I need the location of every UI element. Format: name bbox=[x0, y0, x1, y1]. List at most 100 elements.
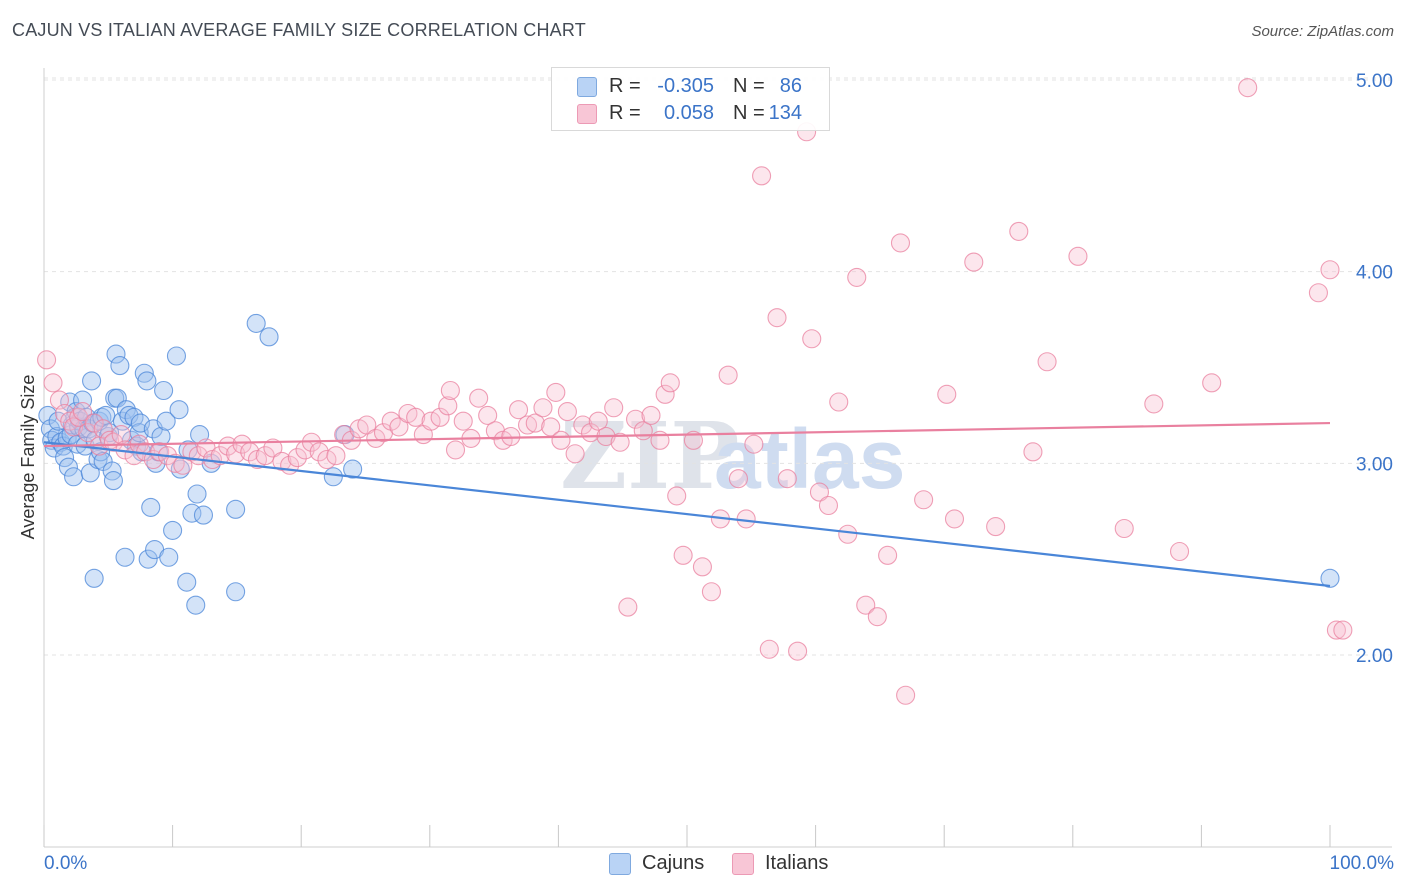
italians-point[interactable] bbox=[440, 380, 460, 401]
italians-point[interactable] bbox=[453, 411, 473, 431]
italians-point[interactable] bbox=[1144, 394, 1164, 414]
italians-point[interactable] bbox=[604, 398, 624, 418]
italians-point[interactable] bbox=[445, 440, 466, 460]
italians-point[interactable] bbox=[759, 639, 779, 659]
italians-point[interactable] bbox=[1326, 620, 1346, 640]
cajuns-point[interactable] bbox=[110, 356, 130, 376]
italians-point[interactable] bbox=[728, 469, 748, 489]
italians-point[interactable] bbox=[626, 409, 646, 429]
cajuns-point[interactable] bbox=[138, 549, 158, 569]
italians-point[interactable] bbox=[673, 545, 693, 565]
cajuns-point[interactable] bbox=[259, 327, 279, 347]
italians-point[interactable] bbox=[551, 430, 571, 450]
italians-point[interactable] bbox=[701, 582, 721, 602]
italians-point[interactable] bbox=[1023, 442, 1043, 462]
italians-point[interactable] bbox=[84, 413, 104, 433]
italians-point[interactable] bbox=[525, 413, 545, 433]
italians-point[interactable] bbox=[478, 405, 498, 425]
italians-point[interactable] bbox=[533, 398, 553, 418]
italians-point[interactable] bbox=[173, 455, 193, 475]
italians-point[interactable] bbox=[430, 407, 450, 427]
italians-point[interactable] bbox=[357, 415, 377, 435]
italians-point[interactable] bbox=[856, 595, 876, 615]
italians-point[interactable] bbox=[508, 400, 529, 420]
italians-point[interactable] bbox=[1169, 541, 1190, 562]
cajuns-point[interactable] bbox=[64, 467, 84, 487]
italians-point[interactable] bbox=[210, 446, 230, 466]
italians-point[interactable] bbox=[218, 436, 238, 456]
italians-point[interactable] bbox=[752, 166, 772, 186]
italians-point[interactable] bbox=[878, 545, 898, 565]
italians-point[interactable] bbox=[618, 597, 638, 617]
cajuns-point[interactable] bbox=[186, 595, 206, 615]
italians-point[interactable] bbox=[683, 430, 703, 450]
cajuns-point[interactable] bbox=[106, 344, 126, 364]
italians-point[interactable] bbox=[93, 419, 113, 439]
italians-point[interactable] bbox=[406, 407, 426, 427]
italians-point[interactable] bbox=[565, 444, 585, 464]
cajuns-point[interactable] bbox=[156, 411, 176, 431]
italians-point[interactable] bbox=[37, 350, 57, 370]
cajuns-point[interactable] bbox=[187, 484, 207, 504]
italians-point[interactable] bbox=[1009, 221, 1029, 241]
cajuns-point[interactable] bbox=[102, 461, 122, 481]
cajuns-point[interactable] bbox=[130, 413, 150, 433]
italians-point[interactable] bbox=[744, 434, 764, 454]
italians-point[interactable] bbox=[1238, 78, 1258, 98]
cajuns-point[interactable] bbox=[82, 371, 102, 391]
italians-point[interactable] bbox=[366, 428, 386, 448]
italians-point[interactable] bbox=[914, 490, 934, 510]
italians-point[interactable] bbox=[255, 446, 275, 466]
italians-point[interactable] bbox=[767, 308, 787, 328]
italians-point[interactable] bbox=[655, 384, 675, 404]
italians-point[interactable] bbox=[73, 402, 93, 422]
italians-point[interactable] bbox=[1333, 620, 1353, 640]
italians-point[interactable] bbox=[937, 384, 957, 404]
cajuns-point[interactable] bbox=[169, 400, 189, 420]
italians-point[interactable] bbox=[964, 252, 984, 272]
italians-point[interactable] bbox=[263, 438, 283, 458]
italians-point[interactable] bbox=[588, 411, 608, 431]
italians-point[interactable] bbox=[469, 388, 489, 408]
italians-point[interactable] bbox=[111, 425, 131, 445]
italians-point[interactable] bbox=[692, 557, 712, 577]
italians-point[interactable] bbox=[326, 446, 346, 466]
italians-point[interactable] bbox=[802, 329, 822, 349]
cajuns-point[interactable] bbox=[151, 426, 171, 447]
cajuns-point[interactable] bbox=[84, 568, 104, 588]
italians-point[interactable] bbox=[986, 517, 1006, 537]
cajuns-point[interactable] bbox=[159, 547, 179, 567]
italians-point[interactable] bbox=[43, 373, 63, 393]
italians-point[interactable] bbox=[501, 426, 521, 447]
italians-point[interactable] bbox=[660, 373, 680, 393]
italians-point[interactable] bbox=[438, 396, 458, 416]
cajuns-point[interactable] bbox=[141, 497, 161, 517]
italians-point[interactable] bbox=[1068, 246, 1088, 266]
italians-point[interactable] bbox=[809, 482, 830, 502]
italians-point[interactable] bbox=[736, 509, 756, 529]
italians-point[interactable] bbox=[838, 524, 858, 544]
italians-point[interactable] bbox=[829, 392, 849, 412]
cajuns-point[interactable] bbox=[103, 471, 123, 491]
italians-point[interactable] bbox=[103, 432, 123, 452]
cajuns-point[interactable] bbox=[163, 520, 183, 540]
italians-point[interactable] bbox=[890, 233, 911, 253]
italians-point[interactable] bbox=[287, 448, 307, 468]
italians-point[interactable] bbox=[818, 495, 839, 516]
cajuns-point[interactable] bbox=[137, 371, 157, 391]
italians-point[interactable] bbox=[381, 411, 401, 431]
italians-point[interactable] bbox=[517, 415, 538, 435]
italians-point[interactable] bbox=[718, 365, 738, 385]
italians-point[interactable] bbox=[78, 423, 98, 443]
cajuns-point[interactable] bbox=[134, 363, 154, 383]
italians-point[interactable] bbox=[1114, 518, 1134, 539]
italians-point[interactable] bbox=[610, 432, 630, 452]
italians-point[interactable] bbox=[667, 486, 687, 506]
cajuns-point[interactable] bbox=[246, 313, 266, 333]
cajuns-point[interactable] bbox=[226, 499, 246, 519]
italians-point[interactable] bbox=[788, 641, 808, 661]
cajuns-point[interactable] bbox=[55, 448, 75, 468]
italians-point[interactable] bbox=[389, 417, 409, 437]
italians-point[interactable] bbox=[1308, 283, 1328, 303]
cajuns-point[interactable] bbox=[193, 505, 214, 525]
